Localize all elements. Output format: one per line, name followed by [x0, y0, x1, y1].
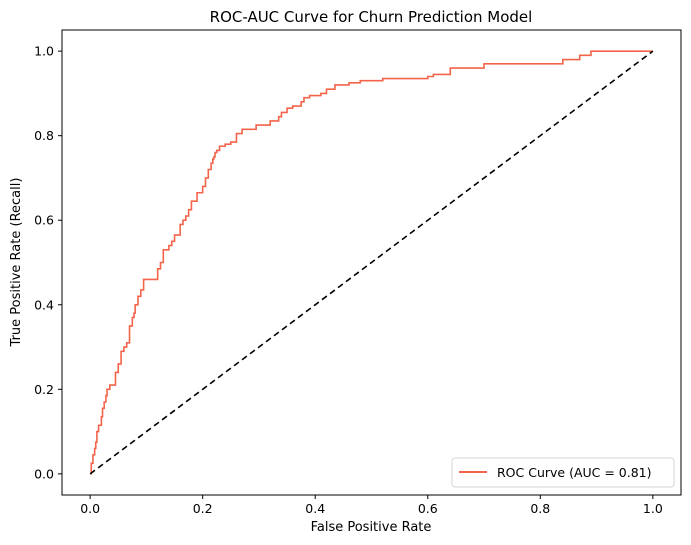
roc-curve-line [90, 50, 653, 475]
x-axis-label: False Positive Rate [311, 520, 432, 535]
y-tick-label: 0.0 [34, 466, 54, 481]
y-axis-label: True Positive Rate (Recall) [9, 178, 24, 348]
legend-label-roc: ROC Curve (AUC = 0.81) [497, 465, 652, 480]
x-tick-label: 1.0 [643, 501, 663, 516]
plot-frame [61, 29, 682, 496]
baseline-dashed-line [89, 50, 654, 475]
y-axis-ticks: 0.0 0.2 0.4 0.6 0.8 1.0 [34, 44, 62, 481]
series-layer [89, 50, 654, 475]
x-tick-label: 0.4 [305, 501, 325, 516]
x-tick-label: 0.2 [193, 501, 213, 516]
y-tick-label: 0.2 [34, 382, 54, 397]
x-axis-ticks: 0.0 0.2 0.4 0.6 0.8 1.0 [80, 495, 663, 516]
y-tick-label: 0.8 [34, 128, 54, 143]
x-tick-label: 0.6 [418, 501, 438, 516]
y-tick-label: 0.6 [34, 213, 54, 228]
legend-box [451, 457, 675, 488]
legend: ROC Curve (AUC = 0.81) [451, 457, 675, 488]
x-tick-label: 0.0 [80, 501, 100, 516]
y-tick-label: 1.0 [34, 44, 54, 59]
chart-title: ROC-AUC Curve for Churn Prediction Model [210, 8, 533, 26]
y-tick-label: 0.4 [34, 297, 54, 312]
x-tick-label: 0.8 [530, 501, 550, 516]
